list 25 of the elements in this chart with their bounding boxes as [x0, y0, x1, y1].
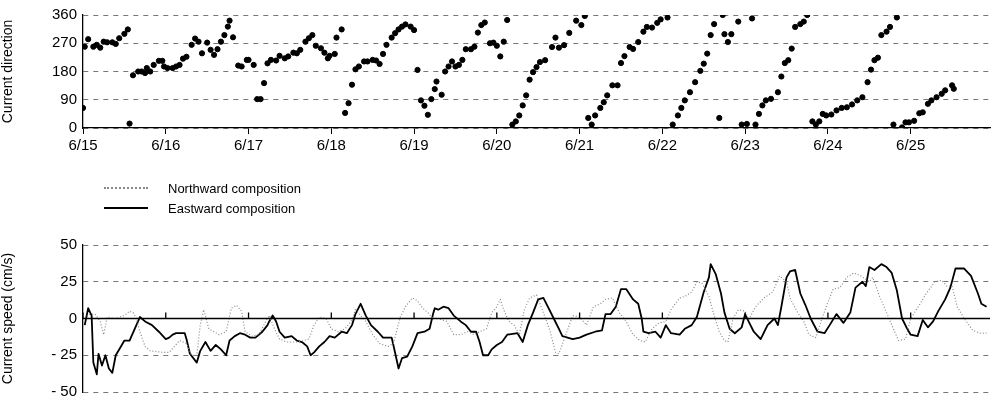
y-tick-label: 90: [60, 89, 77, 107]
x-tick-label: 6/22: [647, 136, 677, 154]
x-tick-label: 6/17: [233, 136, 264, 154]
x-tick-label: 6/24: [813, 136, 843, 154]
x-tick-label: 6/21: [565, 136, 595, 154]
legend-label: Eastward composition: [168, 200, 296, 216]
x-tick-label: 6/19: [399, 136, 429, 154]
y-tick-label: 50: [60, 235, 77, 253]
x-tick-label: 6/18: [316, 136, 346, 154]
x-tick-label: 6/15: [68, 136, 98, 154]
x-tick-label: 6/25: [896, 136, 926, 154]
y-tick-label: 0: [68, 308, 77, 326]
x-tick-label: 6/23: [730, 136, 760, 154]
y-tick-label: 270: [51, 33, 77, 51]
y-tick-label: 180: [51, 61, 77, 79]
y-tick-label: 25: [60, 271, 77, 289]
legend-label: Northward composition: [168, 180, 301, 196]
y-tick-label: - 25: [51, 345, 77, 363]
x-tick-label: 6/20: [482, 136, 512, 154]
x-tick-label: 6/16: [151, 136, 181, 154]
y-tick-label: 0: [68, 118, 77, 136]
y-axis-title: Current speed (cm/s): [0, 252, 16, 385]
y-tick-label: 360: [51, 5, 77, 23]
y-axis-title: Current direction: [0, 19, 16, 124]
y-tick-label: - 50: [51, 382, 77, 400]
